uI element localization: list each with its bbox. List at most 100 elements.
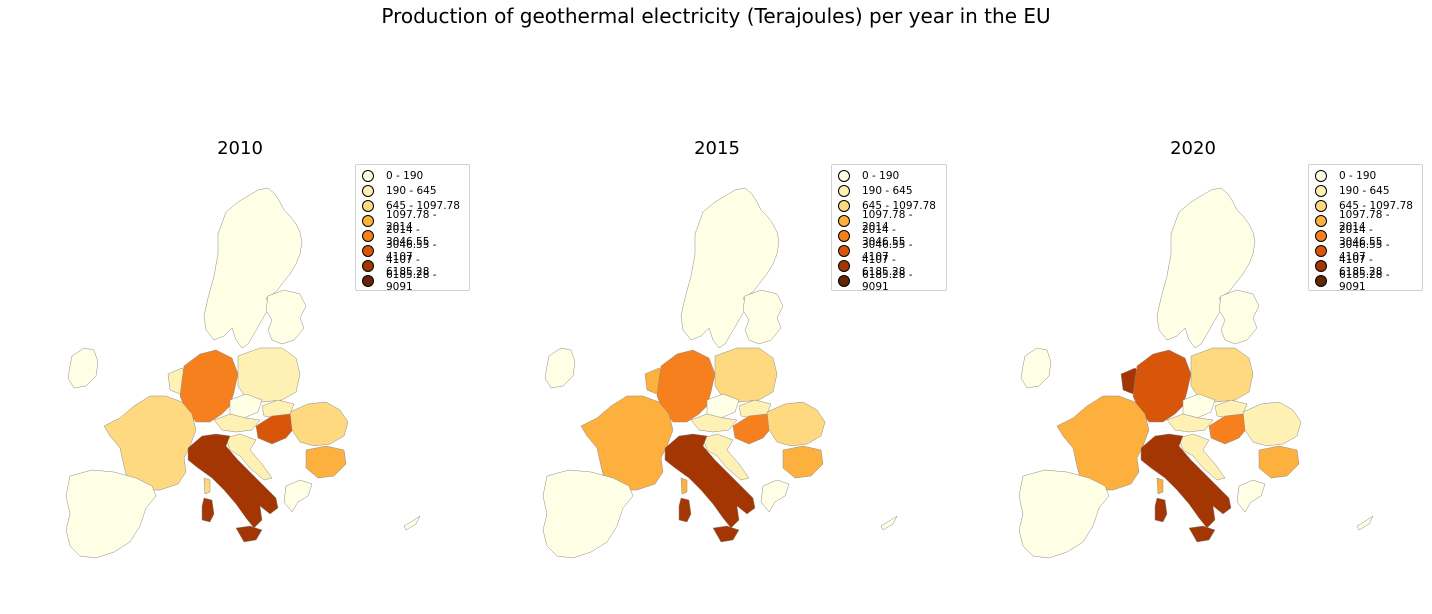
legend-label: 4107 - 6185.28 [1339,253,1383,278]
map-legend: 0 - 190 190 - 645 645 - 1097.78 1097.78 - 2… [1308,164,1423,293]
panel-title: 2010 [217,138,263,159]
region-poland [714,347,778,403]
legend-swatch [838,169,850,182]
region-romania [289,401,349,447]
legend-swatch [362,244,374,257]
legend-label: 2014 - 3046.55 [862,223,906,248]
legend-label: 190 - 645 [386,184,437,197]
region-poland [237,347,301,403]
legend-swatch [362,274,374,287]
legend-label: 2014 - 3046.55 [386,223,430,248]
legend-item: 6185.28 - 9091 [838,269,940,293]
region-romania [766,401,826,447]
legend-label: 1097.78 - 2014 [862,208,913,233]
legend-swatch [1315,259,1327,272]
region-iberia [1018,469,1110,559]
region-ireland [67,347,99,389]
region-nordic [680,187,780,349]
region-austria [690,413,738,433]
legend-item: 1097.78 - 2014 [838,209,940,233]
region-italy [1140,433,1232,529]
legend-swatch [838,244,850,257]
legend-swatch [1315,214,1327,227]
region-hungary [732,413,774,445]
region-baltics [742,289,784,345]
legend-swatch [838,259,850,272]
region-bulgaria [1258,445,1300,479]
legend-swatch [362,169,374,182]
legend-label: 4107 - 6185.28 [862,253,906,278]
panel-title: 2020 [1170,138,1216,159]
legend-label: 190 - 645 [1339,184,1390,197]
legend-label: 3046.55 - 4107 [386,238,437,263]
legend-label: 1097.78 - 2014 [386,208,437,233]
legend-swatch [838,274,850,287]
legend-item: 1097.78 - 2014 [1315,209,1416,233]
region-sicily [1188,525,1216,543]
region-croatia [1178,433,1226,481]
region-bulgaria [305,445,347,479]
legend-label: 645 - 1097.78 [862,199,936,212]
legend-item: 6185.28 - 9091 [362,269,463,293]
region-france [1056,395,1150,491]
choropleth-map [542,187,898,559]
region-cyprus [880,515,898,531]
map-panel-2010: 2010 0 - 190 190 - 645 645 - 1097.78 1097.7… [0,130,470,600]
region-greece [1236,479,1266,513]
legend-item: 4107 - 6185.28 [1315,254,1416,278]
legend-item: 6185.28 - 9091 [1315,269,1416,293]
region-italy [664,433,756,529]
legend-swatch [1315,244,1327,257]
region-baltics [1218,289,1260,345]
region-bulgaria [782,445,824,479]
legend-swatch [838,214,850,227]
choropleth-map [65,187,421,559]
legend-label: 6185.28 - 9091 [386,268,437,293]
legend-item: 645 - 1097.78 [838,198,940,213]
region-corsica [203,477,211,495]
map-legend: 0 - 190 190 - 645 645 - 1097.78 1097.78 - 2… [831,164,947,293]
legend-label: 2014 - 3046.55 [1339,223,1383,248]
region-ireland [1020,347,1052,389]
region-germany [1132,349,1192,423]
region-hungary [1208,413,1250,445]
legend-item: 2014 - 3046.55 [838,224,940,248]
legend-label: 0 - 190 [386,169,424,182]
region-poland [1190,347,1254,403]
region-nordic [1156,187,1256,349]
legend-swatch [362,199,374,212]
legend-swatch [1315,184,1327,197]
legend-swatch [838,199,850,212]
region-corsica [1156,477,1164,495]
legend-item: 0 - 190 [838,168,940,183]
region-ireland [544,347,576,389]
region-italy [187,433,279,529]
region-france [103,395,197,491]
legend-item: 1097.78 - 2014 [362,209,463,233]
legend-label: 0 - 190 [1339,169,1377,182]
region-austria [1166,413,1214,433]
panel-title: 2015 [694,138,740,159]
region-iberia [542,469,634,559]
legend-item: 0 - 190 [362,168,463,183]
region-hungary [255,413,297,445]
legend-item: 2014 - 3046.55 [1315,224,1416,248]
region-sardinia [678,497,692,523]
legend-item: 0 - 190 [1315,168,1416,183]
region-austria [213,413,261,433]
region-sicily [712,525,740,543]
legend-item: 4107 - 6185.28 [838,254,940,278]
region-greece [283,479,313,513]
region-cyprus [1356,515,1374,531]
region-greece [760,479,790,513]
region-sardinia [201,497,215,523]
region-germany [656,349,716,423]
region-france [580,395,674,491]
region-sicily [235,525,263,543]
legend-item: 3046.55 - 4107 [838,239,940,263]
region-cyprus [403,515,421,531]
legend-item: 3046.55 - 4107 [362,239,463,263]
region-sardinia [1154,497,1168,523]
region-romania [1242,401,1302,447]
legend-item: 645 - 1097.78 [1315,198,1416,213]
